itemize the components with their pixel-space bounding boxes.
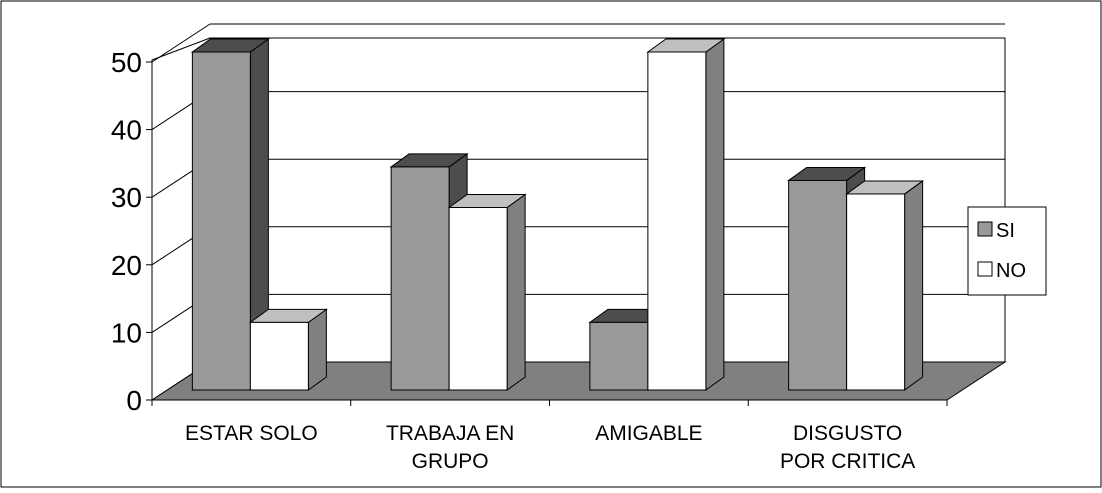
legend-swatch — [977, 261, 993, 277]
x-tick-label: AMIGABLE — [595, 422, 702, 445]
x-tick-label: ESTAR SOLO — [185, 422, 318, 445]
bar-side — [307, 308, 327, 391]
bar-side — [705, 38, 725, 391]
legend-label: NO — [996, 260, 1026, 282]
y-tick-label: 50 — [111, 47, 142, 78]
bar-no-2 — [447, 193, 527, 391]
bar-front — [589, 321, 649, 391]
bar-no-1 — [248, 308, 328, 391]
legend: SI NO — [967, 206, 1047, 296]
legend-swatch — [977, 221, 993, 237]
bar-front — [390, 166, 450, 391]
bars — [190, 38, 925, 391]
x-tick-label: DISGUSTO POR CRITICA — [780, 422, 915, 473]
y-tick-label: 10 — [111, 317, 142, 348]
legend-label: SI — [996, 220, 1015, 242]
y-axis: 0 10 20 30 40 50 — [111, 47, 153, 416]
x-axis: ESTAR SOLO TRABAJA EN GRUPO AMIGABLE DISGUST… — [151, 399, 948, 473]
bar-front — [249, 321, 309, 391]
gridline-side — [151, 23, 211, 63]
bar-no-3 — [646, 38, 726, 391]
y-tick-label: 20 — [111, 250, 142, 281]
y-tick-label: 30 — [111, 182, 142, 213]
bar-front — [647, 51, 707, 391]
y-tick-label: 0 — [126, 385, 142, 416]
bar-front — [846, 193, 906, 391]
bar-side — [506, 193, 526, 391]
y-tick-label: 40 — [111, 115, 142, 146]
bar-front — [191, 51, 251, 391]
bar-front — [448, 206, 508, 391]
bar-si-1 — [190, 38, 270, 391]
bar-no-4 — [845, 179, 925, 391]
bar-front — [788, 179, 848, 391]
bar-side — [904, 179, 924, 391]
x-tick-label: TRABAJA EN GRUPO — [386, 422, 514, 473]
